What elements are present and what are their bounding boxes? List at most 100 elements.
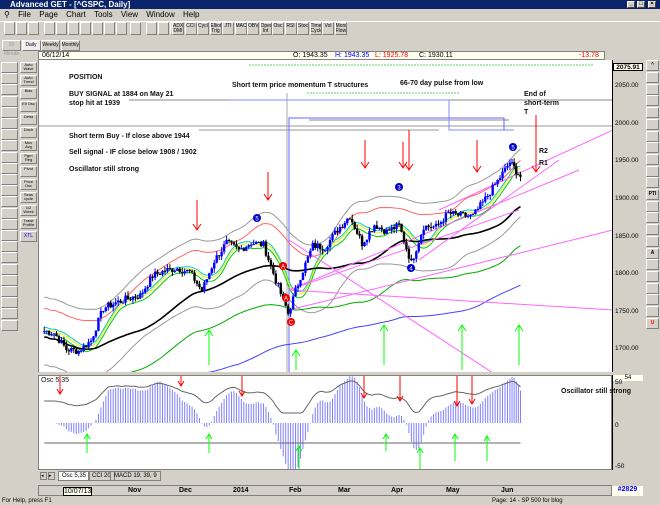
left-tool-5[interactable]: Dnch — [20, 127, 37, 138]
left-tool-8[interactable]: Pivot — [20, 166, 37, 177]
tool-icon-19[interactable] — [1, 274, 18, 286]
left-tool-2[interactable]: Bias — [20, 88, 37, 99]
tool-icon-6[interactable] — [1, 129, 18, 141]
right-tool-icon-2[interactable] — [646, 95, 659, 107]
right-tool-icon-20[interactable] — [646, 306, 659, 317]
left-tool-1[interactable]: Auto Trend — [20, 75, 37, 86]
right-tool-icon-19[interactable] — [646, 294, 659, 306]
tab-macd[interactable]: MACD 19, 39, 9 — [110, 471, 161, 481]
tool-icon-8[interactable] — [1, 151, 18, 163]
paste-icon[interactable] — [130, 22, 141, 35]
scroll-up-icon[interactable]: ^ — [646, 60, 659, 71]
left-tool-11[interactable]: 1/2 Week — [20, 205, 37, 216]
indicator-button-0[interactable]: ADX DMI — [172, 22, 184, 35]
menu-page[interactable]: Page — [39, 10, 58, 19]
indicator-button-7[interactable]: Open Int — [259, 22, 272, 35]
right-tool-icon-5[interactable] — [646, 130, 659, 142]
tool-icon-1[interactable] — [1, 73, 18, 85]
right-tool-icon-4[interactable] — [646, 118, 659, 130]
left-tool-7[interactable]: Pgm Reg — [20, 153, 37, 164]
tool-icon-18[interactable] — [1, 263, 18, 275]
menu-tools[interactable]: Tools — [93, 10, 113, 19]
tool-icon-14[interactable] — [1, 218, 18, 230]
tool-icon-7[interactable] — [1, 140, 18, 152]
print-icon[interactable] — [146, 22, 157, 35]
tool-icon-13[interactable] — [1, 207, 18, 219]
period-3[interactable]: Monthly — [60, 40, 80, 51]
right-tool-icon-6[interactable] — [646, 142, 659, 154]
indicator-button-6[interactable]: OBV — [247, 22, 259, 35]
export-icon[interactable] — [92, 22, 103, 35]
indicator-button-9[interactable]: RSI — [284, 22, 297, 35]
right-tool-icon-11[interactable] — [646, 200, 659, 212]
price-axis[interactable]: 2075.91 2050.00 2000.00 1950.00 1900.00 1850… — [612, 60, 643, 372]
save-icon[interactable] — [80, 22, 91, 35]
right-tool-icon-17[interactable] — [646, 270, 659, 282]
left-tool-4[interactable]: Delta — [20, 114, 37, 125]
new-icon[interactable] — [44, 22, 55, 35]
quote-icon[interactable] — [16, 22, 27, 35]
price-chart[interactable]: 5 3 4 5 A A C POSITION BUY SIGNAL at 1884 on M… — [38, 60, 614, 412]
pointer-icon[interactable] — [4, 22, 15, 35]
left-tool-3[interactable]: Ell Osc — [20, 101, 37, 112]
minimize-button[interactable]: _ — [627, 1, 635, 8]
menu-window[interactable]: Window — [146, 10, 175, 19]
right-tool-icon-13[interactable] — [646, 224, 659, 236]
indicator-button-3[interactable]: Elliott Trig — [209, 22, 222, 35]
left-tool-13[interactable]: XTL — [20, 231, 37, 242]
zoom-icon[interactable] — [28, 22, 39, 35]
print-setup-icon[interactable] — [68, 22, 79, 35]
tool-icon-11[interactable] — [1, 185, 18, 197]
menu-chart[interactable]: Chart — [66, 10, 86, 19]
right-tool-icon-16[interactable] — [646, 259, 659, 271]
tab-osc[interactable]: Osc 5,35 — [58, 471, 91, 481]
indicator-button-2[interactable]: Cycles — [197, 22, 209, 35]
left-tool-6[interactable]: Mov Avg — [20, 140, 37, 151]
right-tool-icon-15[interactable]: A — [646, 247, 659, 259]
period-0[interactable]: 30 Minute — [2, 40, 21, 57]
period-2[interactable]: Weekly — [41, 40, 60, 51]
copy-icon[interactable] — [104, 22, 115, 35]
tool-icon-4[interactable] — [1, 106, 18, 118]
open-icon[interactable] — [56, 22, 67, 35]
indicator-button-1[interactable]: CCI — [184, 22, 197, 35]
tool-icon-23[interactable] — [1, 319, 18, 331]
right-tool-icon-9[interactable] — [646, 177, 659, 189]
maximize-button[interactable]: □ — [637, 1, 645, 8]
tool-icon-10[interactable] — [1, 174, 18, 185]
indicator-button-13[interactable]: Money Flow — [334, 22, 347, 35]
tool-icon-12[interactable] — [1, 196, 18, 208]
close-button[interactable]: × — [648, 1, 656, 8]
menu-file[interactable]: File — [18, 10, 31, 19]
menu-view[interactable]: View — [120, 10, 139, 19]
indicator-button-8[interactable]: Osc — [272, 22, 284, 35]
left-tool-10[interactable]: Seas cycle — [20, 192, 37, 203]
menu-help[interactable]: Help — [182, 10, 200, 19]
right-tool-icon-7[interactable] — [646, 153, 659, 165]
tab-cci[interactable]: CCI 20 — [88, 471, 115, 481]
tool-icon-17[interactable] — [1, 252, 18, 264]
tool-icon-16[interactable] — [1, 241, 18, 253]
left-tool-12[interactable]: Trade Profile — [20, 218, 37, 229]
right-tool-icon-18[interactable] — [646, 282, 659, 294]
right-tool-icon-0[interactable] — [646, 72, 659, 83]
right-tool-icon-8[interactable] — [646, 165, 659, 177]
cut-icon[interactable] — [116, 22, 127, 35]
right-tool-icon-1[interactable] — [646, 83, 659, 95]
right-tool-icon-3[interactable] — [646, 107, 659, 119]
indicator-button-10[interactable]: Stoch — [297, 22, 309, 35]
tool-icon-2[interactable] — [1, 84, 18, 96]
magnet-icon[interactable]: U — [646, 317, 659, 329]
tab-scroll-right[interactable]: ▸ — [48, 472, 55, 480]
tab-scroll-left[interactable]: ◂ — [40, 472, 47, 480]
tool-icon-20[interactable] — [1, 286, 18, 297]
indicator-button-11[interactable]: Time Cycle — [309, 22, 322, 35]
indicator-button-5[interactable]: MACD — [234, 22, 247, 35]
tool-icon-3[interactable] — [1, 95, 18, 107]
right-tool-icon-10[interactable]: PTI — [646, 189, 659, 200]
tool-icon-5[interactable] — [1, 118, 18, 129]
tool-icon-15[interactable] — [1, 230, 18, 241]
right-tool-icon-12[interactable] — [646, 212, 659, 224]
left-tool-0[interactable]: Auto Wave — [20, 62, 37, 73]
indicator-button-4[interactable]: JTI — [222, 22, 234, 35]
